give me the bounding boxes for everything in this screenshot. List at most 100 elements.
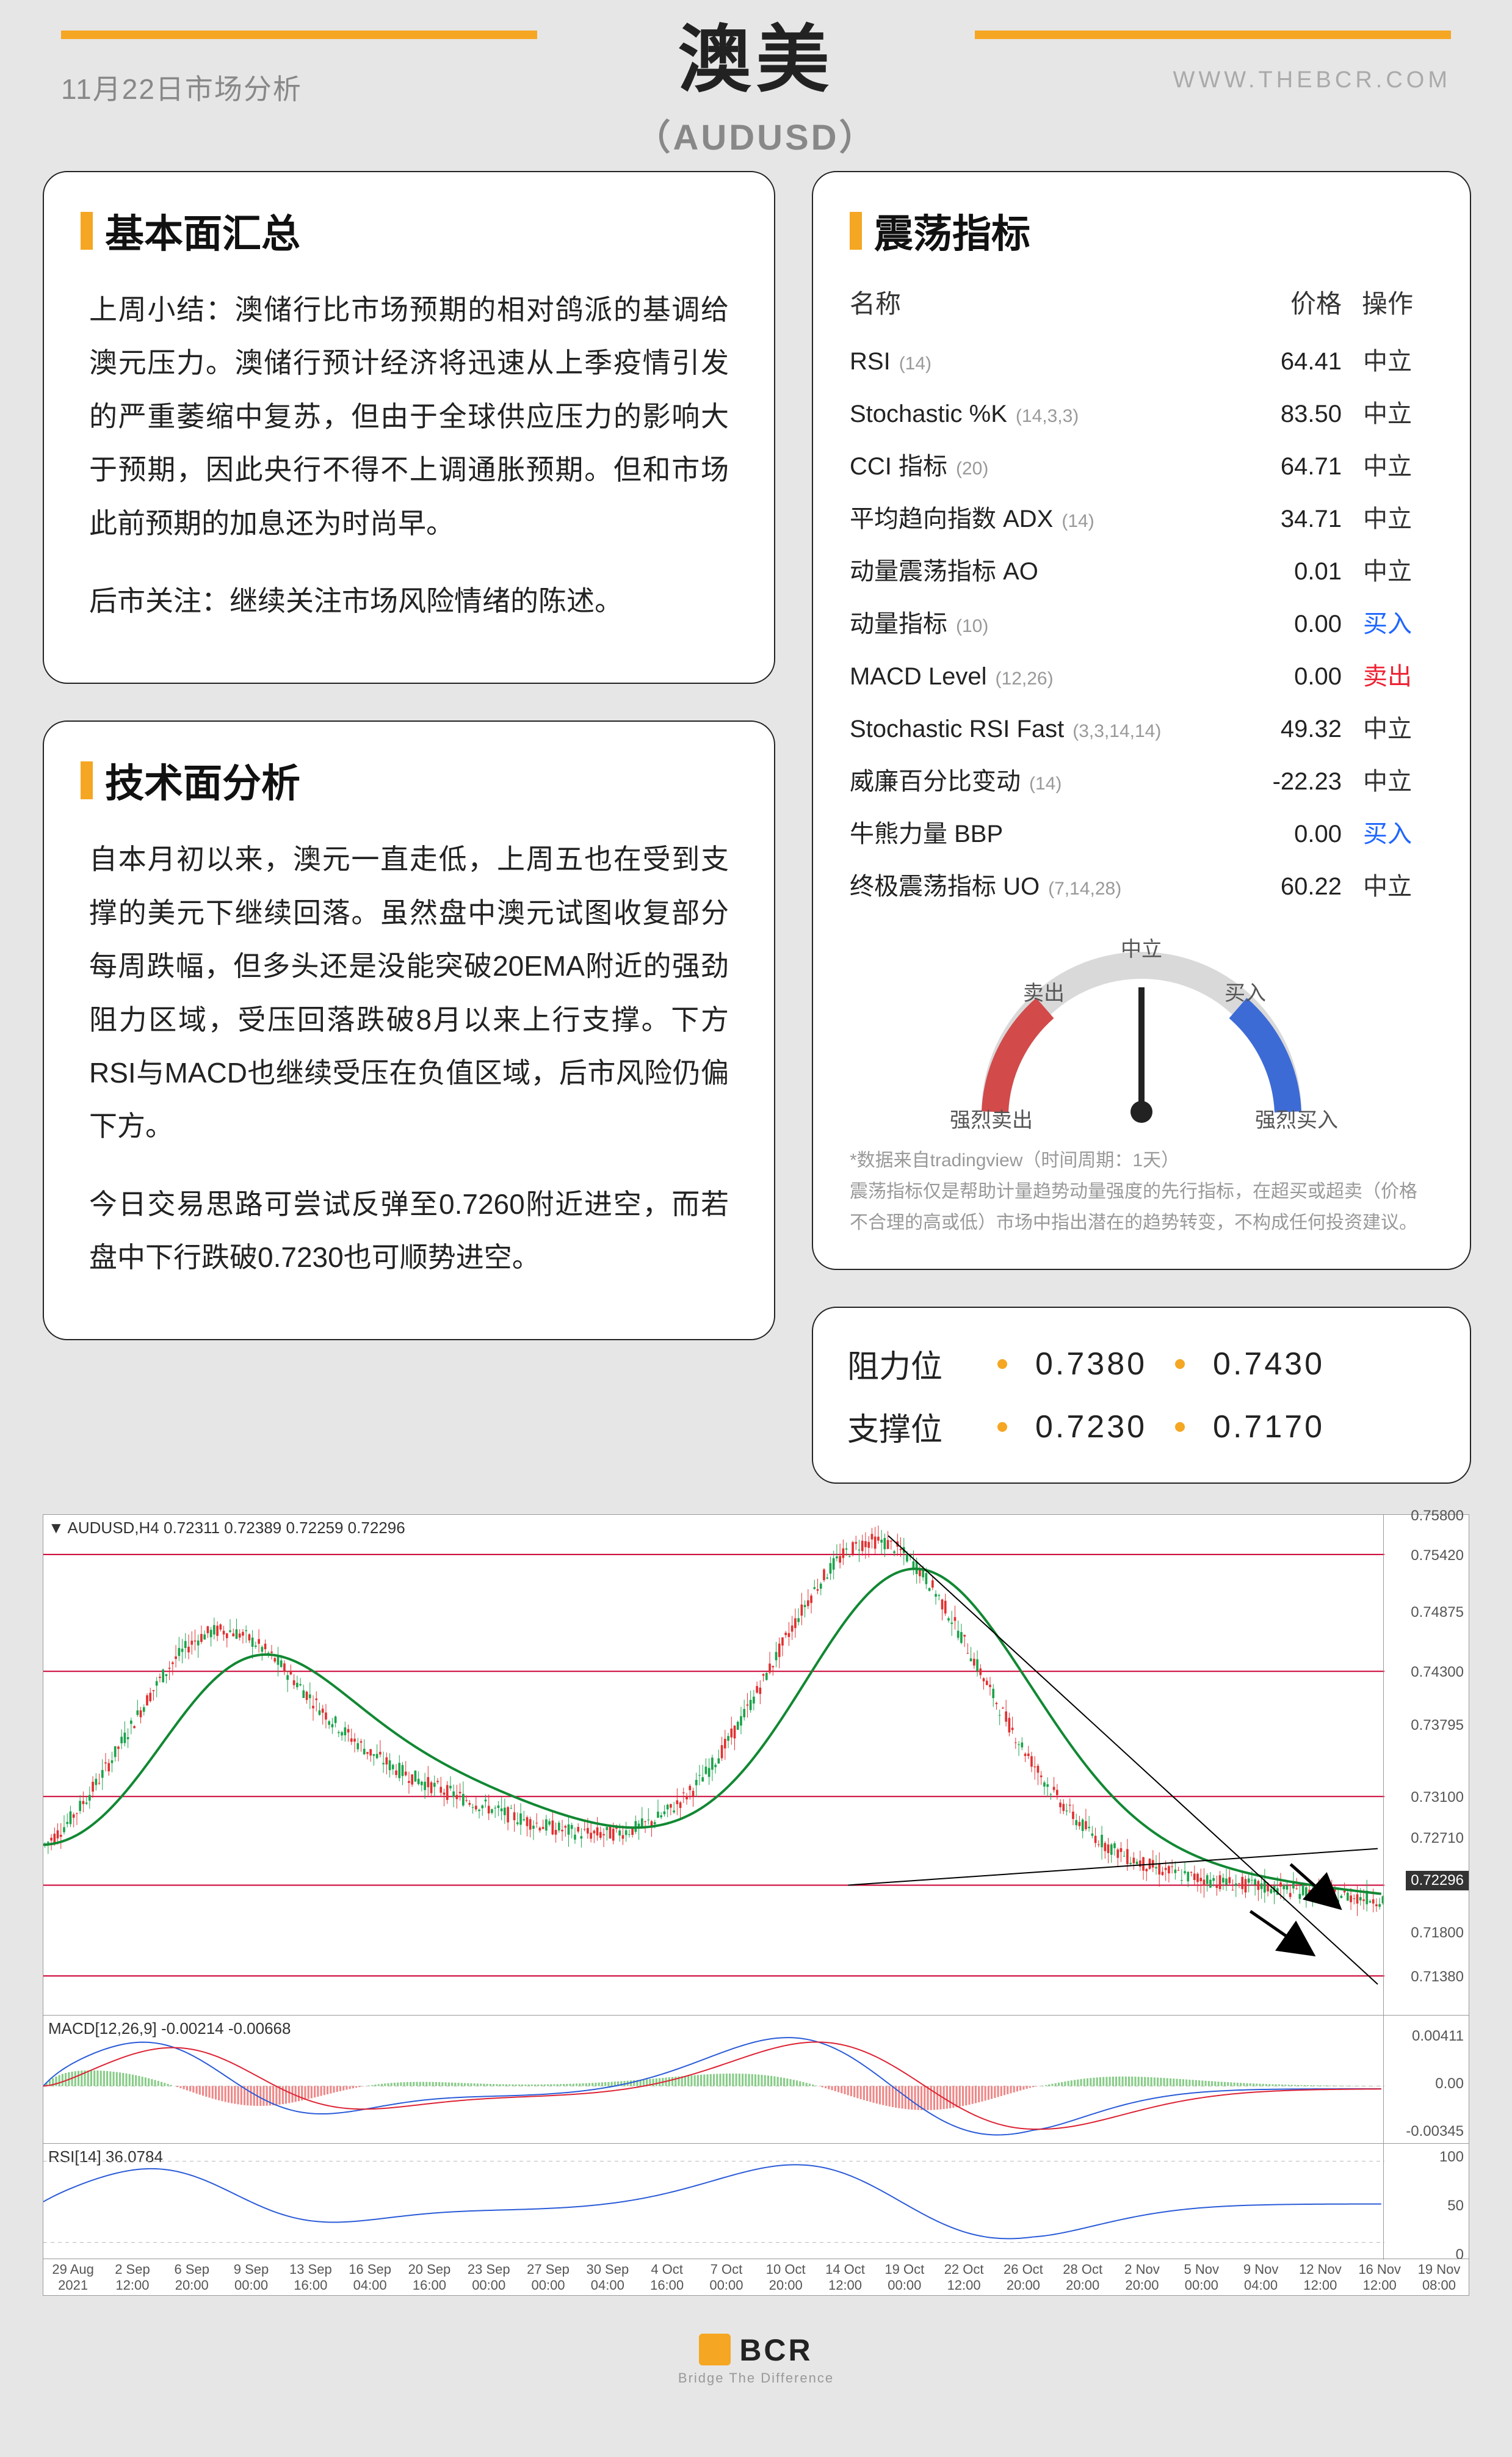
xlabel: 30 Sep 04:00 [578, 2262, 637, 2293]
xlabel: 9 Sep 00:00 [222, 2262, 281, 2293]
disclaimer-line2: 震荡指标仅是帮助计量趋势动量强度的先行指标，在超买或超卖（价格不合理的高或低）市… [850, 1176, 1433, 1238]
header-url: WWW.THEBCR.COM [1173, 67, 1451, 93]
indicator-price: 0.00 [1238, 611, 1342, 638]
technical-para2: 今日交易思路可尝试反弹至0.7260附近进空，而若盘中下行跌破0.7230也可顺… [89, 1178, 729, 1285]
rsi-svg [43, 2144, 1384, 2260]
col-name: 名称 [850, 283, 1238, 321]
indicator-action: 买入 [1342, 814, 1433, 849]
indicator-price: 64.71 [1238, 453, 1342, 481]
technical-title: 技术面分析 [81, 752, 737, 808]
dot-icon [1175, 1422, 1185, 1432]
indicator-price: 0.00 [1238, 663, 1342, 691]
gauge-label-sell: 卖出 [1023, 976, 1065, 1006]
indicator-action: 卖出 [1342, 656, 1433, 692]
dot-icon [997, 1359, 1007, 1369]
resistance-row: 阻力位 0.7380 0.7430 [847, 1332, 1436, 1395]
indicator-action: 中立 [1342, 761, 1433, 797]
fundamentals-para1: 上周小结：澳储行比市场预期的相对鸽派的基调给澳元压力。澳储行预计经济将迅速从上季… [89, 283, 729, 550]
price-chart: ▼ AUDUSD,H4 0.72311 0.72389 0.72259 0.72… [43, 1514, 1469, 2296]
xlabel: 28 Oct 20:00 [1053, 2262, 1112, 2293]
indicator-row: 动量指标(10)0.00买入 [850, 595, 1433, 648]
indicator-row: MACD Level(12,26)0.00卖出 [850, 648, 1433, 700]
gauge-label-neutral: 中立 [1121, 932, 1162, 962]
indicator-price: 64.41 [1238, 348, 1342, 376]
indicator-row: 终极震荡指标 UO(7,14,28)60.22中立 [850, 858, 1433, 910]
brand-tagline: Bridge The Difference [0, 2370, 1512, 2386]
disclaimer-line1: *数据来自tradingview（时间周期：1天） [850, 1145, 1433, 1176]
indicator-table: 名称 价格 操作 RSI(14)64.41中立Stochastic %K(14,… [850, 283, 1433, 910]
support-label: 支撑位 [847, 1404, 969, 1450]
ylabel: 0.73795 [1411, 1717, 1464, 1734]
header-bar-right [975, 31, 1451, 39]
right-column: 震荡指标 名称 价格 操作 RSI(14)64.41中立Stochastic %… [812, 171, 1471, 1484]
xlabel: 2 Sep 12:00 [103, 2262, 162, 2293]
support-2: 0.7170 [1213, 1409, 1325, 1445]
xlabel: 4 Oct 16:00 [637, 2262, 696, 2293]
xlabel: 6 Sep 20:00 [162, 2262, 222, 2293]
xlabel: 26 Oct 20:00 [994, 2262, 1053, 2293]
resistance-2: 0.7430 [1213, 1346, 1325, 1382]
sentiment-gauge: 强烈卖出 卖出 中立 买入 强烈买入 [910, 929, 1373, 1136]
indicator-action: 中立 [1342, 866, 1433, 902]
xlabel: 29 Aug 2021 [43, 2262, 103, 2293]
indicator-price: 0.01 [1238, 558, 1342, 586]
oscillators-card: 震荡指标 名称 价格 操作 RSI(14)64.41中立Stochastic %… [812, 171, 1471, 1270]
fundamentals-card: 基本面汇总 上周小结：澳储行比市场预期的相对鸽派的基调给澳元压力。澳储行预计经济… [43, 171, 775, 684]
xlabel: 10 Oct 20:00 [756, 2262, 816, 2293]
indicator-row: 动量震荡指标 AO0.01中立 [850, 543, 1433, 595]
xlabel: 12 Nov 12:00 [1290, 2262, 1350, 2293]
gauge-label-strong-buy: 强烈买入 [1255, 1103, 1338, 1133]
indicator-price: 60.22 [1238, 873, 1342, 901]
ylabel: 0.74300 [1411, 1664, 1464, 1681]
left-column: 基本面汇总 上周小结：澳储行比市场预期的相对鸽派的基调给澳元压力。澳储行预计经济… [43, 171, 775, 1484]
xlabel: 13 Sep 16:00 [281, 2262, 340, 2293]
fundamentals-para2: 后市关注：继续关注市场风险情绪的陈述。 [89, 575, 729, 628]
xlabel: 5 Nov 00:00 [1172, 2262, 1231, 2293]
indicator-action: 买入 [1342, 604, 1433, 639]
gauge-label-buy: 买入 [1224, 976, 1266, 1006]
indicator-name: 平均趋向指数 ADX(14) [850, 499, 1238, 534]
rsi-yaxis: 100500 [1383, 2144, 1469, 2260]
gauge-label-strong-sell: 强烈卖出 [950, 1103, 1033, 1133]
ylabel: 50 [1447, 2198, 1464, 2215]
macd-svg [43, 2016, 1384, 2144]
dot-icon [997, 1422, 1007, 1432]
indicator-name: 终极震荡指标 UO(7,14,28) [850, 866, 1238, 902]
indicator-action: 中立 [1342, 394, 1433, 429]
header-bar-left [61, 31, 537, 39]
xlabel: 16 Sep 04:00 [340, 2262, 399, 2293]
indicator-action: 中立 [1342, 341, 1433, 377]
col-price: 价格 [1238, 283, 1342, 321]
support-row: 支撑位 0.7230 0.7170 [847, 1395, 1436, 1458]
indicator-name: MACD Level(12,26) [850, 663, 1238, 691]
ylabel: 0.73100 [1411, 1789, 1464, 1806]
indicator-price: 83.50 [1238, 401, 1342, 428]
indicator-row: Stochastic %K(14,3,3)83.50中立 [850, 385, 1433, 438]
ylabel: 0.74875 [1411, 1604, 1464, 1621]
logo-icon [699, 2334, 731, 2365]
indicator-row: 平均趋向指数 ADX(14)34.71中立 [850, 490, 1433, 543]
xlabel: 2 Nov 20:00 [1112, 2262, 1171, 2293]
indicator-name: 动量震荡指标 AO [850, 551, 1238, 587]
indicator-row: 牛熊力量 BBP0.00买入 [850, 805, 1433, 858]
indicator-action: 中立 [1342, 499, 1433, 534]
xlabel: 22 Oct 12:00 [934, 2262, 993, 2293]
indicator-row: RSI(14)64.41中立 [850, 333, 1433, 385]
ylabel: 0.71800 [1411, 1925, 1464, 1942]
indicator-price: 49.32 [1238, 716, 1342, 743]
indicator-name: RSI(14) [850, 348, 1238, 376]
levels-card: 阻力位 0.7380 0.7430 支撑位 0.7230 0.7170 [812, 1307, 1471, 1484]
indicator-param: (20) [956, 459, 988, 479]
technical-body: 自本月初以来，澳元一直走低，上周五也在受到支撑的美元下继续回落。虽然盘中澳元试图… [81, 833, 737, 1284]
oscillators-title: 震荡指标 [850, 203, 1433, 259]
indicator-name: Stochastic RSI Fast(3,3,14,14) [850, 716, 1238, 743]
indicator-param: (14) [899, 354, 931, 374]
price-panel: ▼ AUDUSD,H4 0.72311 0.72389 0.72259 0.72… [43, 1515, 1469, 2016]
gauge-disclaimer: *数据来自tradingview（时间周期：1天） 震荡指标仅是帮助计量趋势动量… [850, 1145, 1433, 1238]
macd-panel: MACD[12,26,9] -0.00214 -0.00668 0.004110… [43, 2016, 1469, 2144]
indicator-row: Stochastic RSI Fast(3,3,14,14)49.32中立 [850, 700, 1433, 753]
col-action: 操作 [1342, 283, 1433, 321]
indicator-action: 中立 [1342, 446, 1433, 482]
xlabel: 7 Oct 00:00 [696, 2262, 756, 2293]
xlabel: 14 Oct 12:00 [816, 2262, 875, 2293]
